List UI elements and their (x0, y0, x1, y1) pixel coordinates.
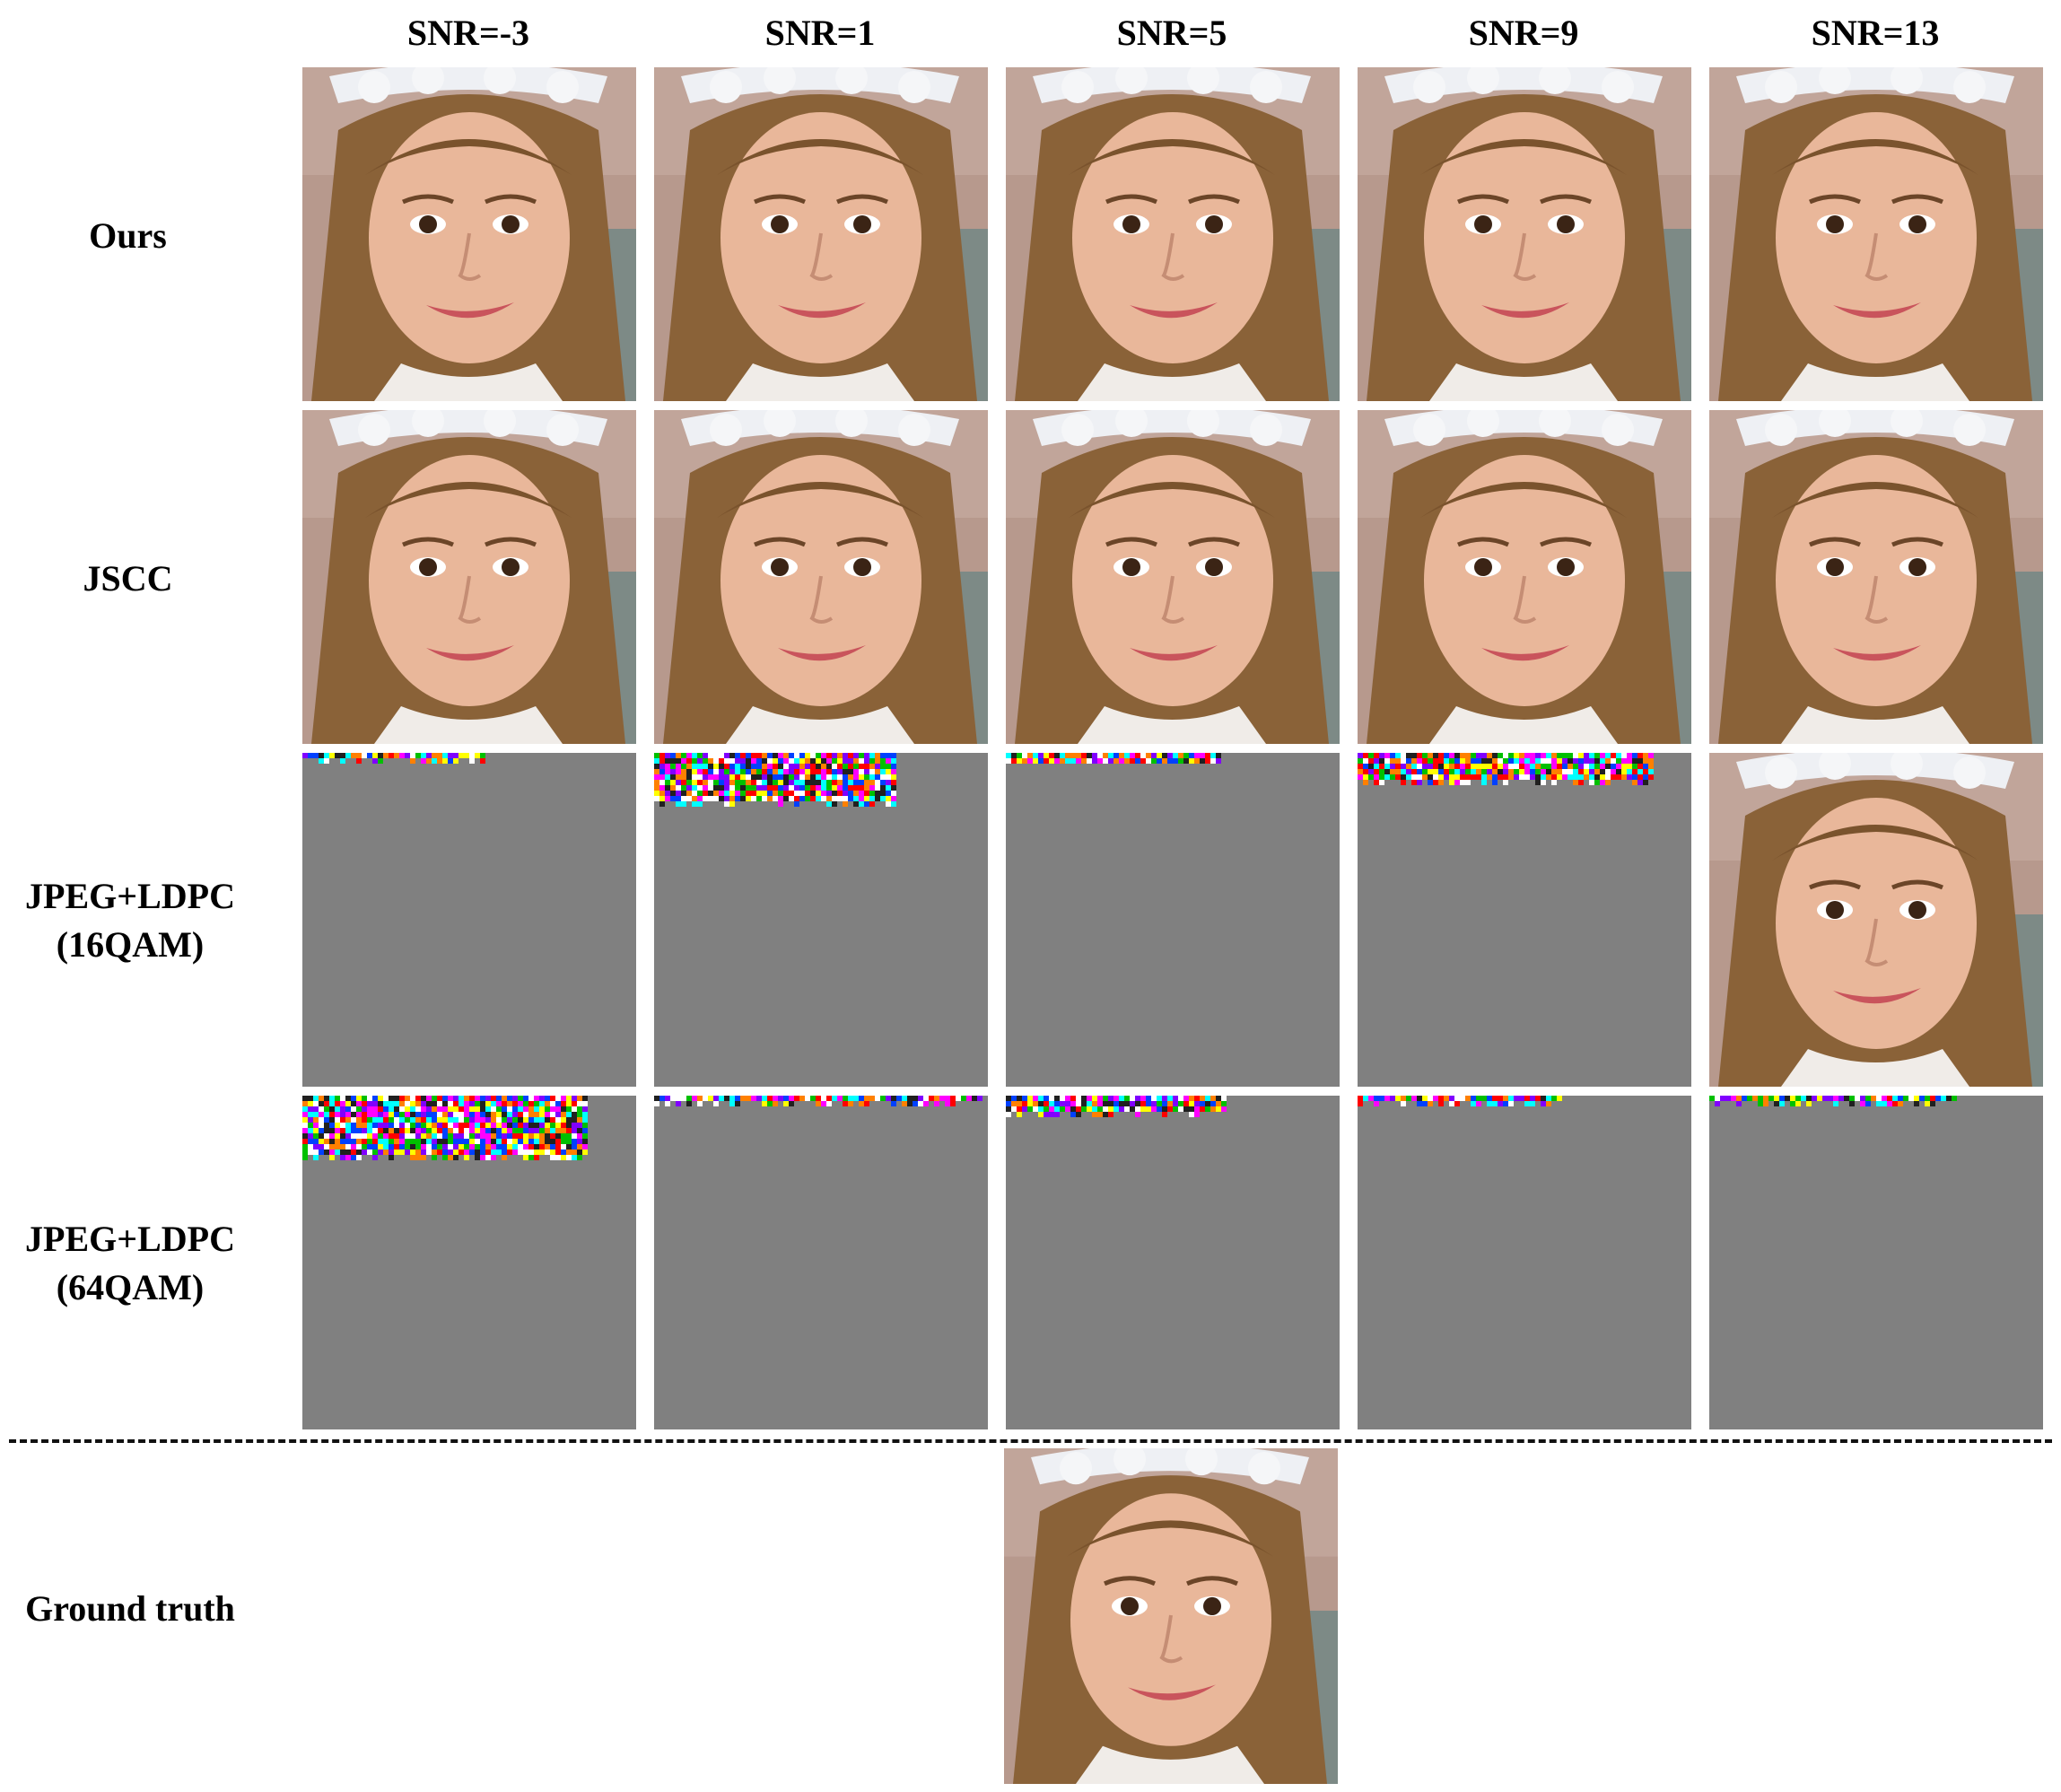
column-header-snr-13: SNR=13 (1811, 13, 1940, 53)
reconstructed-image (302, 67, 636, 401)
reconstructed-image (1709, 753, 2043, 1087)
reconstructed-image (1006, 67, 1340, 401)
column-header-snr-9: SNR=9 (1468, 13, 1579, 53)
reconstructed-image (302, 410, 636, 744)
failed-reconstruction-image (302, 753, 636, 1087)
column-header-snr-1: SNR=1 (764, 13, 876, 53)
reconstructed-image (1006, 410, 1340, 744)
row-label-16qam-line2: (16QAM) (56, 924, 205, 965)
row-label-ours: Ours (0, 212, 256, 260)
failed-reconstruction-image (654, 753, 988, 1087)
row-label-16qam-line1: JPEG+LDPC (25, 876, 235, 916)
failed-reconstruction-image (1709, 1096, 2043, 1429)
failed-reconstruction-image (1006, 753, 1340, 1087)
column-header-snr-minus-3: SNR=-3 (406, 13, 530, 53)
row-label-ground-truth-text: Ground truth (25, 1588, 235, 1629)
row-label-ground-truth: Ground truth (0, 1585, 260, 1633)
ground-truth-image (1004, 1448, 1338, 1784)
column-header-snr-5: SNR=5 (1116, 13, 1227, 53)
reconstructed-image (1709, 67, 2043, 401)
row-label-jscc-text: JSCC (83, 558, 173, 599)
row-label-jpeg-ldpc-16qam: JPEG+LDPC (16QAM) (0, 872, 260, 969)
reconstructed-image (654, 67, 988, 401)
failed-reconstruction-image (654, 1096, 988, 1429)
failed-reconstruction-image (1358, 753, 1691, 1087)
row-label-64qam-line1: JPEG+LDPC (25, 1219, 235, 1259)
row-label-jpeg-ldpc-64qam: JPEG+LDPC (64QAM) (0, 1215, 260, 1312)
failed-reconstruction-image (302, 1096, 636, 1429)
reconstructed-image (654, 410, 988, 744)
row-label-jscc: JSCC (0, 555, 256, 603)
reconstructed-image (1358, 67, 1691, 401)
reconstructed-image (1358, 410, 1691, 744)
failed-reconstruction-image (1358, 1096, 1691, 1429)
reconstructed-image (1709, 410, 2043, 744)
dashed-divider (9, 1439, 2052, 1443)
row-label-64qam-line2: (64QAM) (56, 1267, 205, 1307)
failed-reconstruction-image (1006, 1096, 1340, 1429)
row-label-ours-text: Ours (89, 215, 167, 256)
